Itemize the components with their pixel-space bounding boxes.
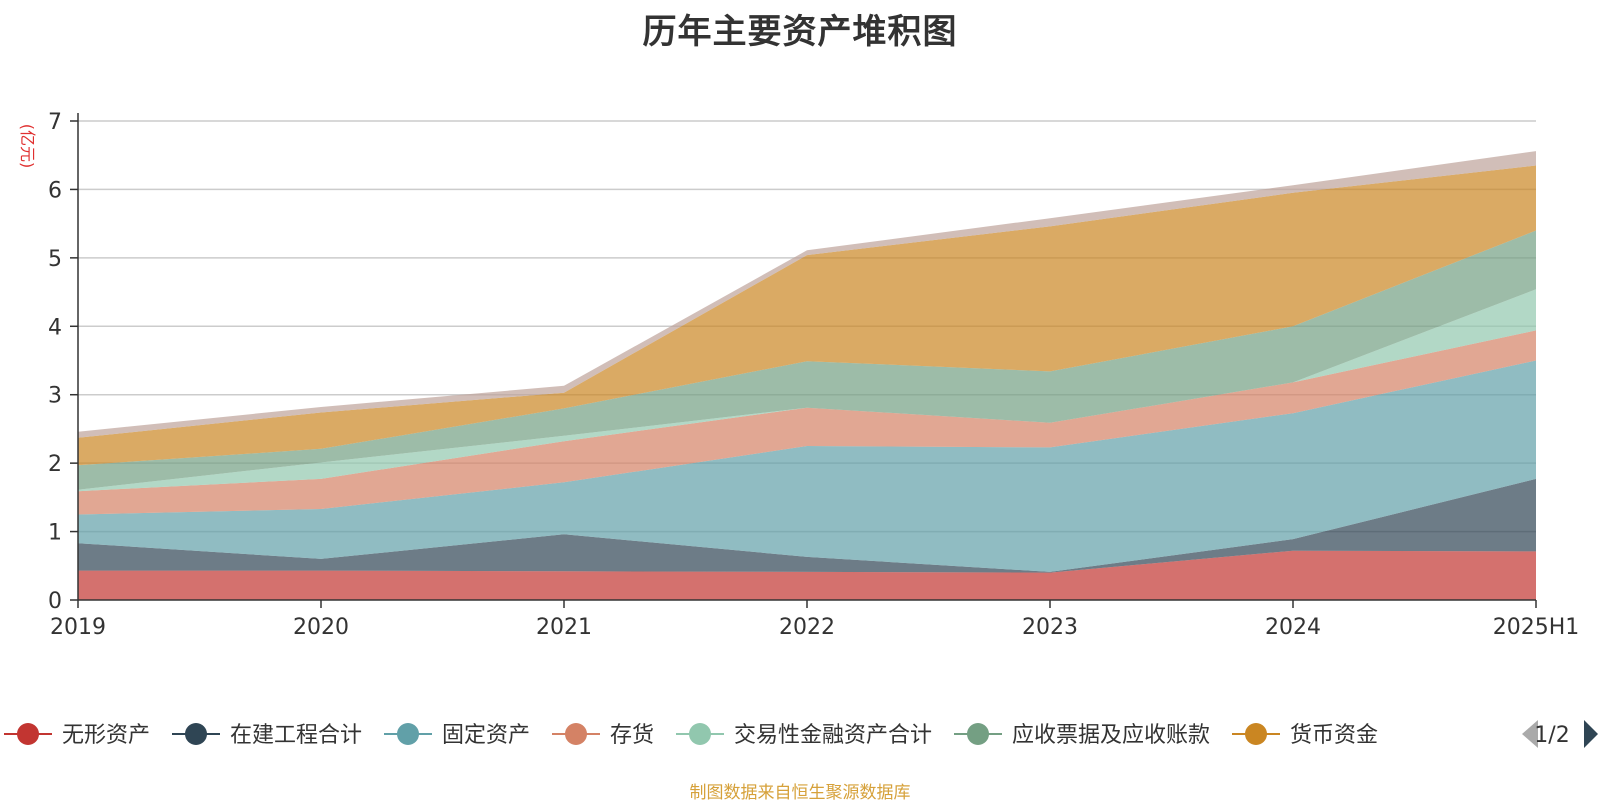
y-tick-label: 1	[48, 521, 62, 546]
legend-label: 应收票据及应收账款	[1012, 723, 1210, 748]
legend-label: 货币资金	[1290, 723, 1378, 748]
x-tick-label: 2024	[1265, 615, 1321, 640]
legend-dot-marker	[17, 723, 39, 745]
legend-item-3[interactable]: 存货	[552, 723, 654, 748]
legend-item-4[interactable]: 交易性金融资产合计	[676, 723, 932, 748]
legend-item-5[interactable]: 应收票据及应收账款	[954, 723, 1210, 748]
page-prev-icon[interactable]	[1522, 720, 1538, 748]
legend-label: 固定资产	[442, 723, 530, 748]
legend-item-1[interactable]: 在建工程合计	[172, 723, 362, 748]
legend-pager[interactable]: 1/2	[1522, 720, 1598, 748]
x-tick-label: 2021	[536, 615, 592, 640]
area-series-2	[78, 360, 1536, 572]
legend-label: 存货	[610, 723, 654, 748]
legend-dot-marker	[185, 723, 207, 745]
y-tick-label: 7	[48, 110, 62, 135]
y-tick-label: 0	[48, 589, 62, 614]
y-tick-label: 3	[48, 384, 62, 409]
legend-dot-marker	[565, 723, 587, 745]
axes: 0 1 2 3 4 5 6 7 2019 2020 2021 2022 2023 2024 2025H1	[48, 110, 1579, 640]
x-tick-label: 2019	[50, 615, 106, 640]
area-series-5	[78, 230, 1536, 490]
x-tick-label: 2020	[293, 615, 349, 640]
area-series-group	[78, 151, 1536, 600]
data-source-note: 制图数据来自恒生聚源数据库	[689, 783, 911, 803]
legend-dot-marker	[967, 723, 989, 745]
area-series-7	[78, 151, 1536, 438]
legend-dot-marker	[689, 723, 711, 745]
legend-label: 在建工程合计	[230, 723, 362, 748]
legend-dot-marker	[397, 723, 419, 745]
chart-title: 历年主要资产堆积图	[642, 12, 958, 52]
y-axis-unit-label: (亿元)	[18, 124, 37, 169]
y-tick-label: 6	[48, 178, 62, 203]
x-tick-label: 2022	[779, 615, 835, 640]
legend-label: 交易性金融资产合计	[734, 723, 932, 748]
legend-label: 无形资产	[62, 723, 150, 748]
area-series-1	[78, 478, 1536, 573]
legend[interactable]: 无形资产 在建工程合计 固定资产 存货 交易性金融资产合计 应收票据及应收账款 货币资金 1/…	[4, 720, 1598, 748]
legend-page-indicator: 1/2	[1534, 723, 1569, 748]
y-tick-label: 4	[48, 315, 62, 340]
legend-item-6[interactable]: 货币资金	[1232, 723, 1378, 748]
x-tick-label: 2023	[1022, 615, 1078, 640]
legend-item-0[interactable]: 无形资产	[4, 723, 150, 748]
x-tick-label: 2025H1	[1493, 615, 1580, 640]
y-tick-label: 5	[48, 247, 62, 272]
area-series-6	[78, 165, 1536, 466]
legend-item-2[interactable]: 固定资产	[384, 723, 530, 748]
area-series-0	[78, 550, 1536, 600]
legend-dot-marker	[1245, 723, 1267, 745]
y-tick-label: 2	[48, 452, 62, 477]
area-series-3	[78, 330, 1536, 515]
page-next-icon[interactable]	[1584, 720, 1598, 748]
